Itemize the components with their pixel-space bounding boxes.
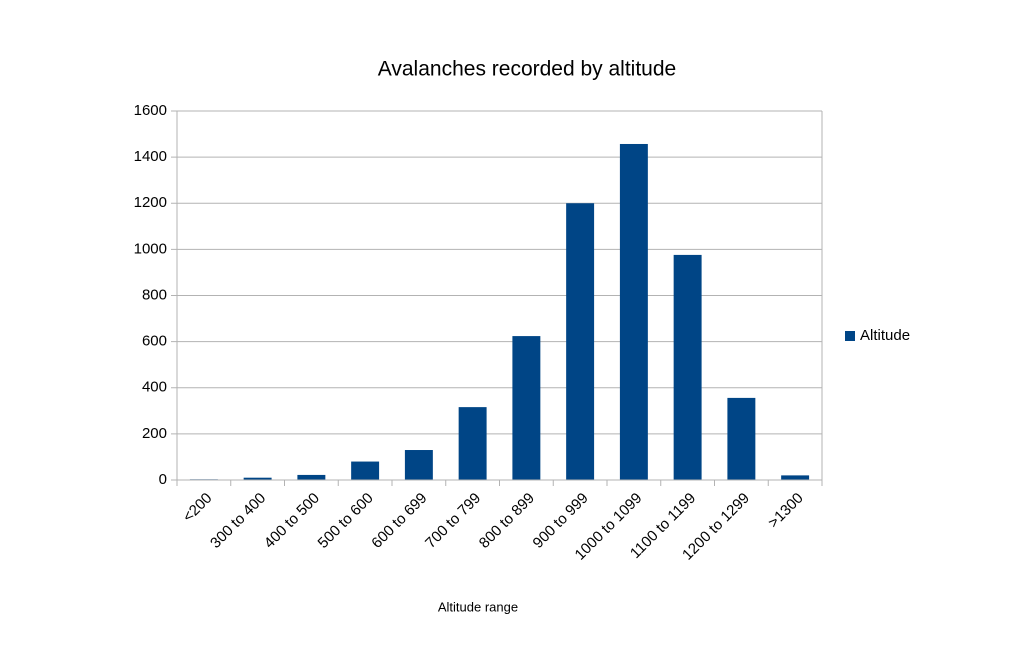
bar xyxy=(673,254,702,480)
legend-swatch xyxy=(845,331,855,341)
bar xyxy=(404,450,433,480)
bar xyxy=(243,477,272,480)
bar xyxy=(619,143,648,480)
bar xyxy=(566,203,595,480)
bar xyxy=(458,407,487,480)
x-axis-label: Altitude range xyxy=(438,599,518,614)
bar xyxy=(727,397,756,480)
legend-label: Altitude xyxy=(860,327,910,344)
y-tick-label: 400 xyxy=(142,379,167,396)
y-tick-label: 800 xyxy=(142,286,167,303)
bar xyxy=(297,474,326,480)
y-tick-label: 200 xyxy=(142,425,167,442)
y-tick-label: 600 xyxy=(142,333,167,350)
y-tick-label: 1000 xyxy=(134,240,167,257)
y-tick-label: 1400 xyxy=(134,148,167,165)
bar xyxy=(512,336,541,480)
bar xyxy=(781,475,810,480)
y-tick-label: 1200 xyxy=(134,194,167,211)
bar xyxy=(351,461,380,480)
chart-title: Avalanches recorded by altitude xyxy=(378,58,676,81)
y-tick-label: 1600 xyxy=(134,102,167,119)
y-tick-label: 0 xyxy=(159,471,167,488)
